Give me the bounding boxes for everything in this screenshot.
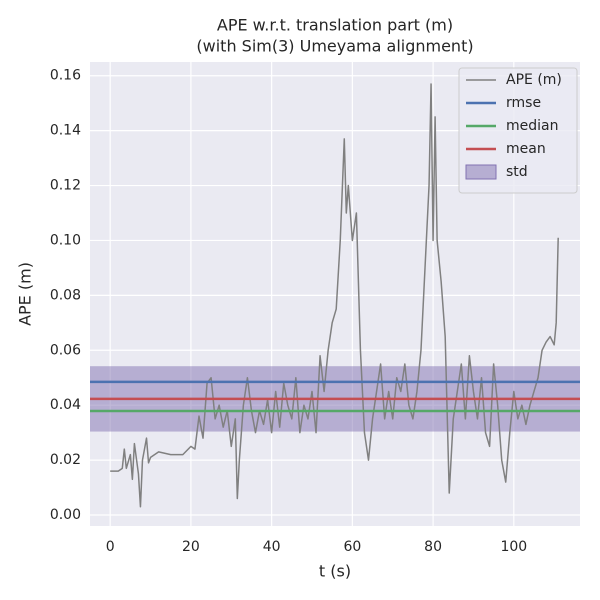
chart-subtitle: (with Sim(3) Umeyama alignment): [196, 37, 473, 56]
legend-label: mean: [506, 141, 546, 157]
legend-label: std: [506, 164, 528, 180]
ape-line: [110, 83, 559, 508]
x-tick-label: 0: [106, 539, 115, 555]
x-axis-label: t (s): [319, 562, 351, 581]
x-tick-label: 60: [343, 539, 361, 555]
chart-title: APE w.r.t. translation part (m): [217, 16, 453, 35]
y-tick-label: 0.16: [50, 68, 81, 84]
y-tick-label: 0.12: [50, 178, 81, 194]
legend-box: [458, 67, 578, 194]
legend-label: APE (m): [506, 72, 562, 88]
marks: [90, 83, 580, 508]
x-tick-label: 100: [500, 539, 527, 555]
x-tick-label: 40: [263, 539, 281, 555]
y-tick-label: 0.06: [50, 342, 81, 358]
y-tick-label: 0.04: [50, 397, 81, 413]
y-axis-label: APE (m): [16, 262, 35, 326]
legend-swatch: [465, 164, 497, 180]
x-tick-label: 80: [424, 539, 442, 555]
y-tick-label: 0.14: [50, 123, 81, 139]
legend-label: rmse: [506, 95, 541, 111]
legend-label: median: [506, 118, 558, 134]
y-tick-label: 0.08: [50, 287, 81, 303]
x-tick-label: 20: [182, 539, 200, 555]
y-tick-label: 0.00: [50, 507, 81, 523]
legend: APE (m) rmse median mean std: [458, 67, 578, 194]
y-tick-label: 0.02: [50, 452, 81, 468]
y-tick-label: 0.10: [50, 232, 81, 248]
